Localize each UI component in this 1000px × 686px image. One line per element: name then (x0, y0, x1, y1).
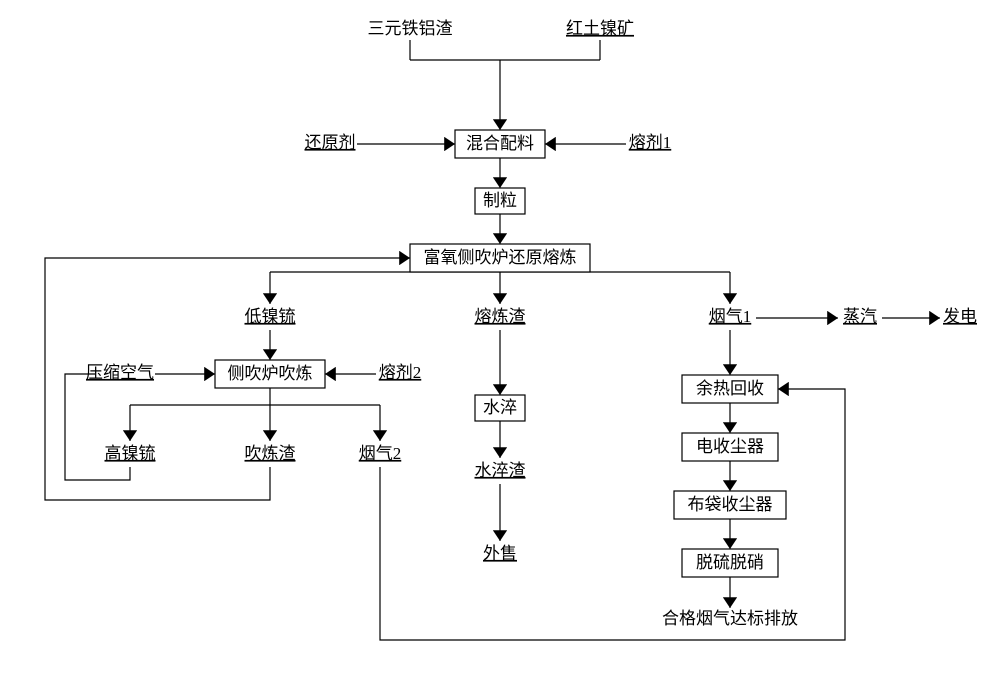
smelt_slag: 熔炼渣 (475, 307, 526, 326)
low_ni: 低镍锍 (245, 307, 296, 326)
quench-label: 水淬 (483, 398, 517, 417)
edge (65, 374, 130, 480)
mix-label: 混合配料 (466, 134, 534, 153)
heat-label: 余热回收 (696, 379, 764, 398)
gas1: 烟气1 (709, 307, 752, 326)
emit: 合格烟气达标排放 (662, 609, 798, 628)
blow-label: 侧吹炉吹炼 (228, 364, 313, 383)
gas2: 烟气2 (359, 444, 402, 463)
blow_slag: 吹炼渣 (245, 444, 296, 463)
smelt-label: 富氧侧吹炉还原熔炼 (424, 248, 577, 267)
power: 发电 (943, 307, 977, 326)
deso-label: 脱硫脱硝 (696, 553, 764, 572)
quench_slag: 水淬渣 (475, 461, 526, 480)
flux1: 熔剂1 (629, 133, 672, 152)
flowchart: 三元铁铝渣 红土镍矿混合配料 还原剂 熔剂1 制粒富氧侧吹炉还原熔炼低镍锍 熔炼渣 烟气1 蒸… (0, 0, 1000, 686)
steam: 蒸汽 (843, 307, 877, 326)
pellet-label: 制粒 (483, 191, 517, 210)
air: 压缩空气 (86, 363, 154, 382)
flux2: 熔剂2 (379, 363, 422, 382)
bag-label: 布袋收尘器 (688, 495, 773, 514)
reductant: 还原剂 (305, 133, 356, 152)
sell: 外售 (483, 544, 517, 563)
ep-label: 电收尘器 (696, 437, 764, 456)
in2: 红土镍矿 (566, 19, 634, 38)
in1: 三元铁铝渣 (368, 19, 453, 38)
hi_ni: 高镍锍 (105, 444, 156, 463)
